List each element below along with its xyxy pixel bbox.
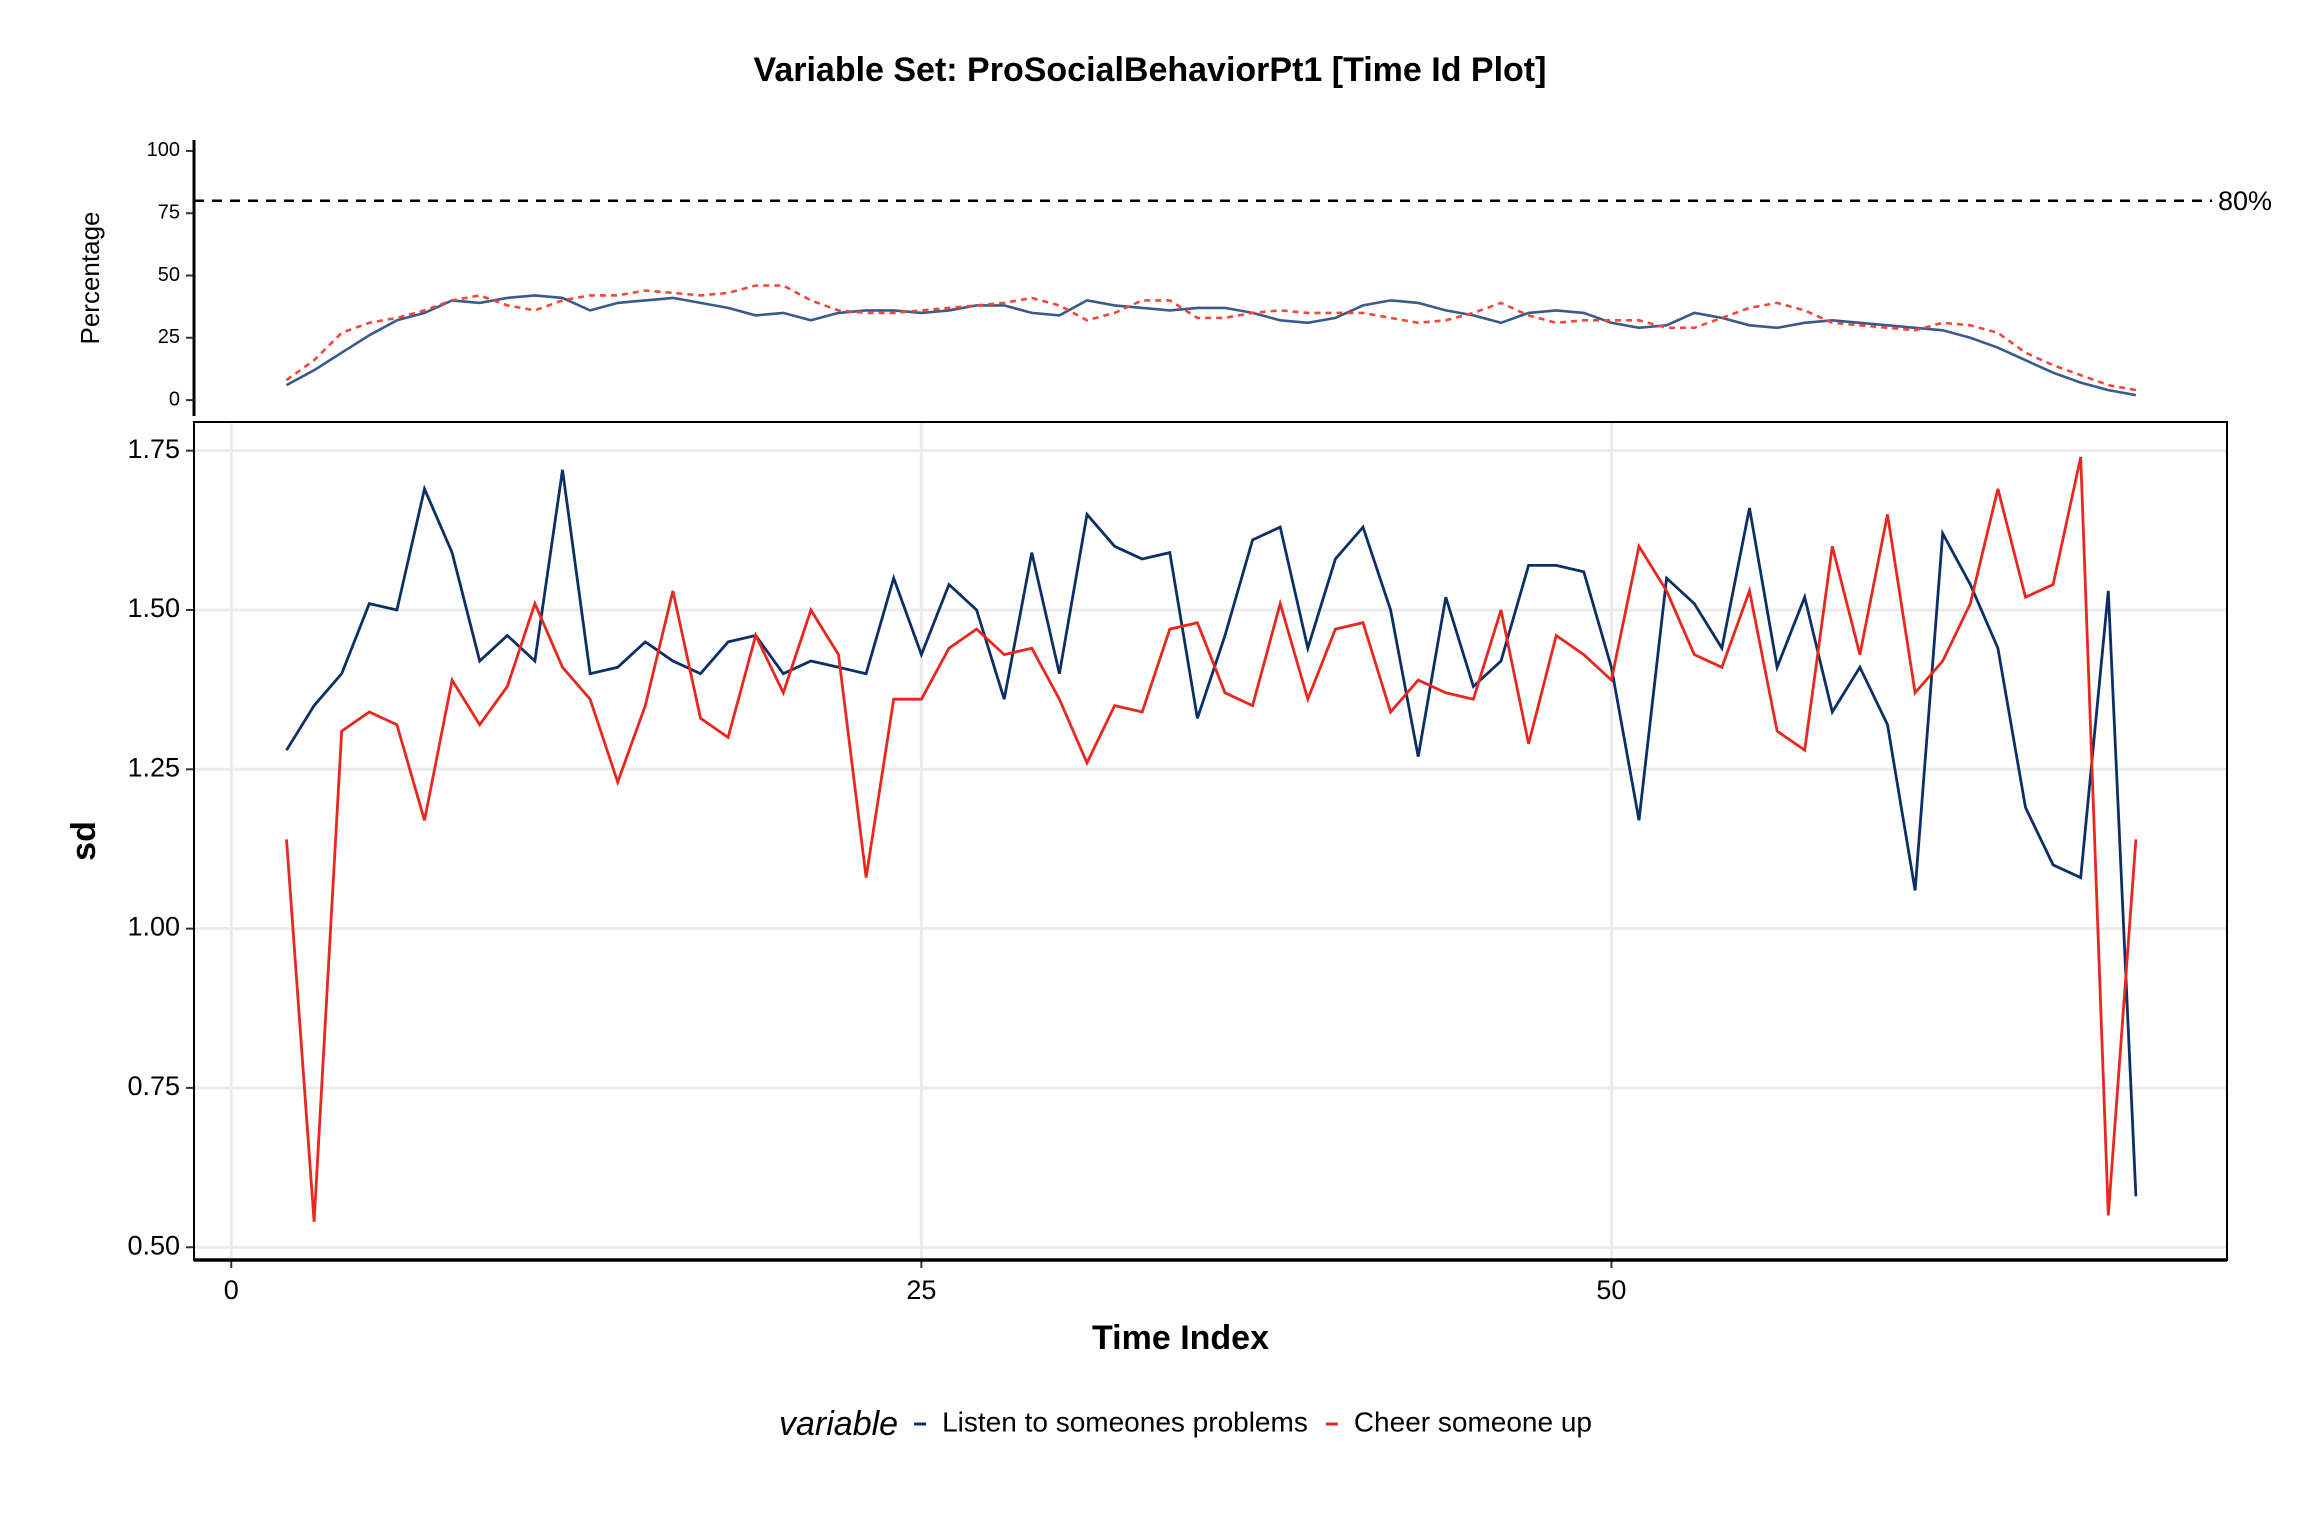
- reference-label: 80%: [2218, 186, 2272, 216]
- chart-title: Variable Set: ProSocialBehaviorPt1 [Time…: [754, 51, 1547, 89]
- line-series: [285, 456, 2138, 1222]
- x-tick-label: 25: [906, 1275, 936, 1305]
- legend-label: Listen to someones problems: [942, 1406, 1308, 1437]
- panel-border: [193, 421, 2228, 1261]
- line-series: [285, 469, 2138, 1197]
- x-axis-label: Time Index: [1092, 1319, 1269, 1357]
- y-tick-label: 1.00: [127, 912, 180, 942]
- y-tick-label: 1.75: [127, 434, 180, 464]
- y-tick-label: 0.50: [127, 1230, 180, 1260]
- y-axis-label: sd: [65, 821, 103, 861]
- y-tick-label: 1.25: [127, 752, 180, 782]
- x-tick-label: 50: [1596, 1275, 1626, 1305]
- y-tick-label: 0.75: [127, 1071, 180, 1101]
- y-tick-label: 1.50: [127, 593, 180, 623]
- y-tick-label: 0: [169, 388, 180, 410]
- line-series: [285, 294, 2137, 397]
- y-tick-label: 100: [147, 139, 180, 161]
- x-tick-label: 0: [224, 1275, 239, 1305]
- y-tick-label: 25: [158, 326, 180, 348]
- legend-label: Cheer someone up: [1354, 1406, 1592, 1437]
- y-tick-label: 50: [158, 264, 180, 286]
- line-series: [285, 284, 2137, 392]
- y-tick-label: 75: [158, 202, 180, 224]
- legend-title: variable: [779, 1405, 898, 1443]
- y-axis-label: Percentage: [75, 212, 105, 345]
